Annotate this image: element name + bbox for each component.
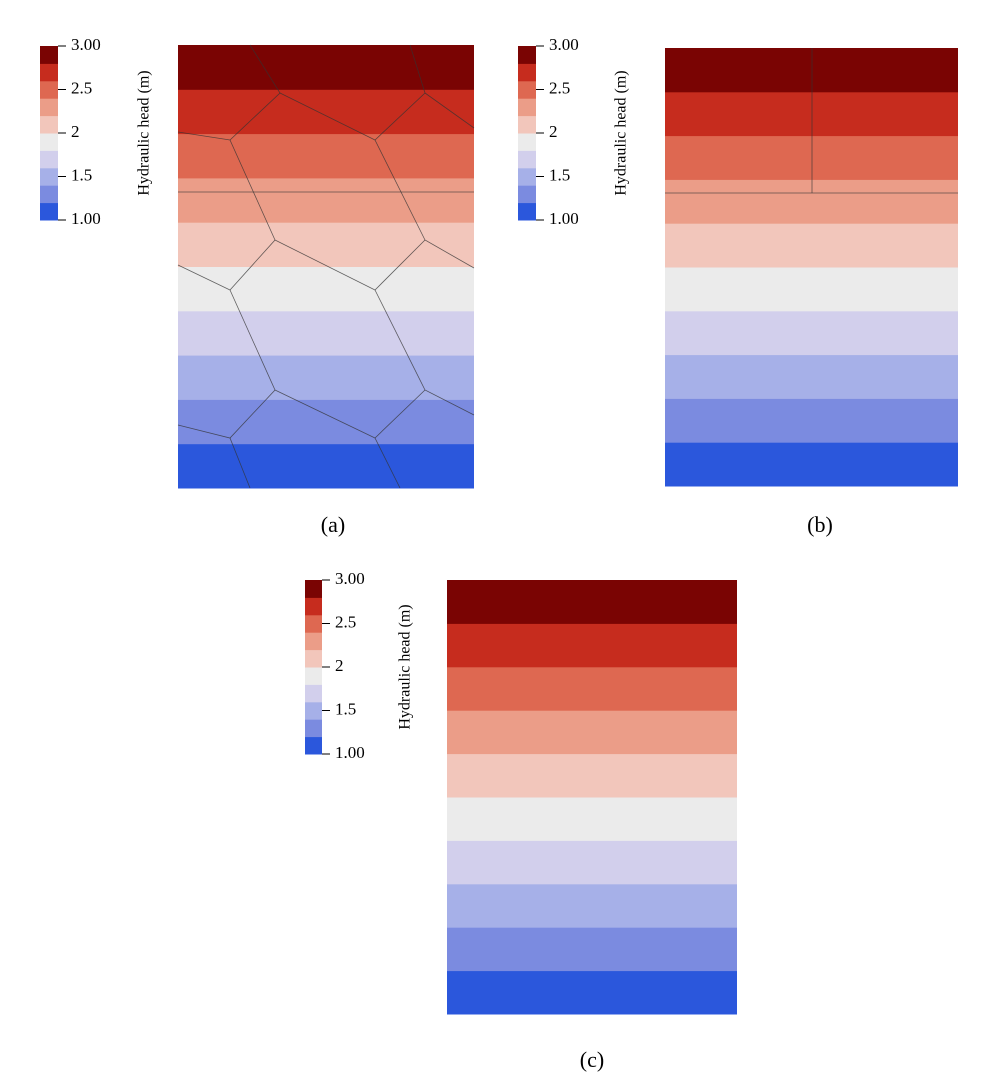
colorbar-tick-label: 2 — [549, 122, 558, 141]
colorbar-swatch — [518, 150, 536, 169]
contour-band — [665, 48, 958, 93]
contour-band — [665, 223, 958, 268]
mesh-a — [177, 44, 475, 489]
caption: (b) — [807, 512, 833, 537]
contour-band — [665, 398, 958, 443]
colorbar-tick-label: 1.5 — [71, 165, 92, 184]
mesh-b — [665, 48, 958, 194]
colorbar-tick-label: 2.5 — [335, 612, 356, 631]
colorbar-swatch — [40, 185, 58, 204]
colorbar-tick-label: 1.00 — [549, 209, 579, 228]
colorbar-tick-label: 1.00 — [71, 209, 101, 228]
colorbar-swatch — [40, 80, 58, 99]
contour-band — [178, 45, 474, 90]
contour-band — [665, 354, 958, 399]
colorbar-swatch — [305, 632, 322, 651]
colorbar-swatch — [305, 614, 322, 633]
colorbar-label: Hydraulic head (m) — [136, 70, 153, 195]
contour-band — [178, 177, 474, 223]
caption: (c) — [580, 1047, 604, 1072]
contour-band — [447, 883, 737, 928]
colorbar-swatch — [305, 597, 322, 616]
colorbar-swatch — [518, 46, 536, 64]
contour-band — [178, 133, 474, 179]
colorbar-label: Hydraulic head (m) — [613, 70, 630, 195]
colorbar-swatch — [40, 98, 58, 117]
contour-band — [178, 89, 474, 135]
colorbar-swatch — [518, 80, 536, 99]
contour-band — [665, 91, 958, 137]
colorbar-swatch — [518, 115, 536, 134]
contour-band — [178, 222, 474, 267]
contour-band — [178, 443, 474, 489]
colorbar-swatch — [305, 649, 322, 668]
colorbar-swatch — [518, 133, 536, 151]
contour-band — [447, 840, 737, 885]
colorbar-tick-label: 1.5 — [335, 699, 356, 718]
contour-band — [447, 927, 737, 972]
contour-band — [178, 399, 474, 445]
contour-band — [665, 310, 958, 356]
colorbar-swatch — [518, 98, 536, 117]
contour-band — [665, 179, 958, 224]
colorbar-tick-label: 2 — [71, 122, 80, 141]
contour-band — [447, 970, 737, 1015]
colorbar-swatch — [305, 719, 322, 738]
panels: 3.00 2.5 2 1.5 1.00 Hydraulic head (m) (a) 3.00… — [40, 35, 958, 1072]
contour-band — [447, 623, 737, 668]
colorbar-swatch — [305, 667, 322, 685]
colorbar-swatch — [40, 202, 58, 221]
colorbar-swatch — [518, 63, 536, 82]
colorbar-swatch — [305, 736, 322, 755]
colorbar-swatch — [518, 167, 536, 186]
colorbar-swatch — [305, 580, 322, 598]
contour-band — [665, 442, 958, 487]
contour-band — [447, 753, 737, 798]
contour-band — [665, 267, 958, 312]
colorbar-swatch — [40, 133, 58, 151]
contour-band — [178, 266, 474, 312]
colorbar-swatch — [40, 150, 58, 169]
contour-band — [178, 310, 474, 356]
colorbar-swatch — [518, 202, 536, 221]
colorbar-label: Hydraulic head (m) — [397, 604, 414, 729]
colorbar-swatch — [305, 701, 322, 720]
colorbar-swatch — [40, 115, 58, 134]
colorbar-tick-label: 3.00 — [549, 35, 579, 54]
colorbar-swatch — [40, 167, 58, 186]
colorbar-tick-label: 1.5 — [549, 165, 570, 184]
contour-band — [447, 666, 737, 711]
contour-band — [665, 135, 958, 180]
colorbar-swatch — [40, 46, 58, 64]
colorbar-tick-label: 2 — [335, 656, 344, 675]
colorbar-tick-label: 3.00 — [71, 35, 101, 54]
contour-band — [447, 580, 737, 624]
colorbar-tick-label: 3.00 — [335, 569, 365, 588]
contour-band — [178, 355, 474, 400]
contour-band — [447, 797, 737, 841]
colorbar-tick-label: 2.5 — [549, 78, 570, 97]
colorbar-tick-label: 2.5 — [71, 78, 92, 97]
contour-band — [447, 710, 737, 755]
colorbar-tick-label: 1.00 — [335, 743, 365, 762]
caption: (a) — [321, 512, 345, 537]
colorbar-swatch — [518, 185, 536, 204]
colorbar-swatch — [40, 63, 58, 82]
colorbar-swatch — [305, 684, 322, 703]
